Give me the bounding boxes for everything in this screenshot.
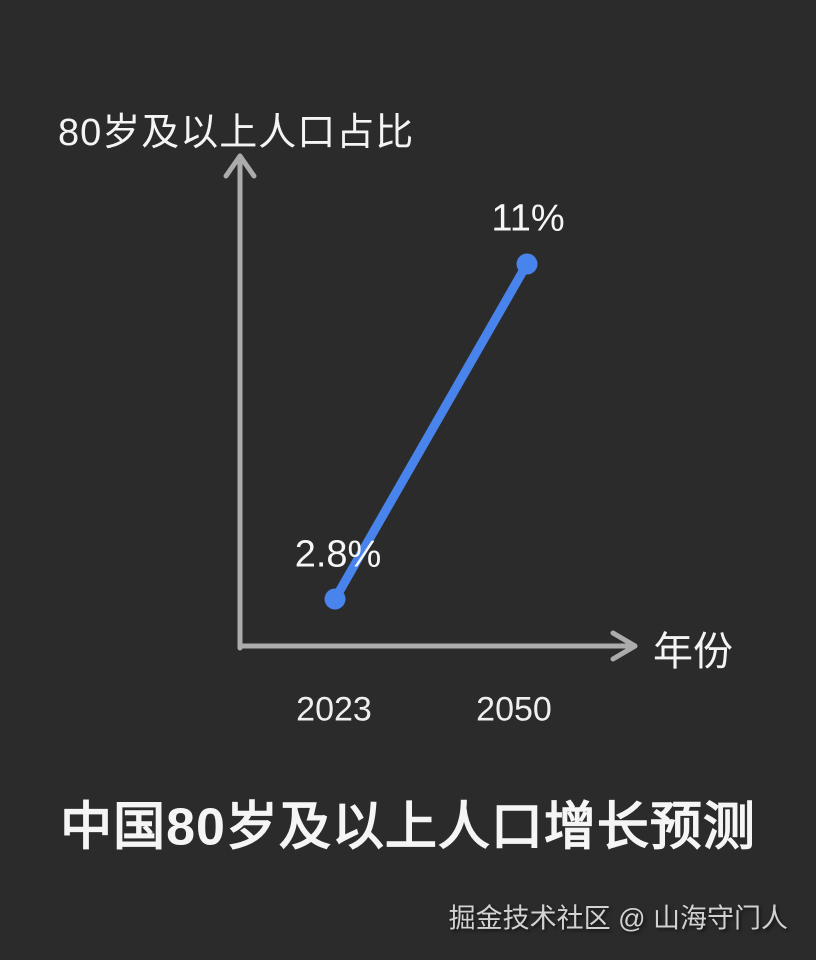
- data-point-dot: [324, 588, 346, 610]
- x-axis: [237, 630, 638, 662]
- y-axis-title: 80岁及以上人口占比: [58, 112, 415, 154]
- y-axis: [223, 153, 257, 651]
- x-axis-title: 年份: [653, 630, 733, 674]
- watermark-credit: 掘金技术社区 @ 山海守门人: [448, 903, 788, 934]
- data-point-dot: [516, 253, 538, 275]
- x-tick-2023: 2023: [296, 690, 372, 729]
- x-axis-arrow-icon: [610, 630, 638, 662]
- chart-title: 中国80岁及以上人口增长预测: [60, 798, 756, 857]
- value-label-2023: 2.8%: [294, 533, 382, 576]
- y-axis-arrow-icon: [223, 153, 257, 179]
- x-tick-2050: 2050: [476, 690, 552, 729]
- value-label-2050: 11%: [491, 197, 565, 240]
- trend-line: [330, 259, 532, 604]
